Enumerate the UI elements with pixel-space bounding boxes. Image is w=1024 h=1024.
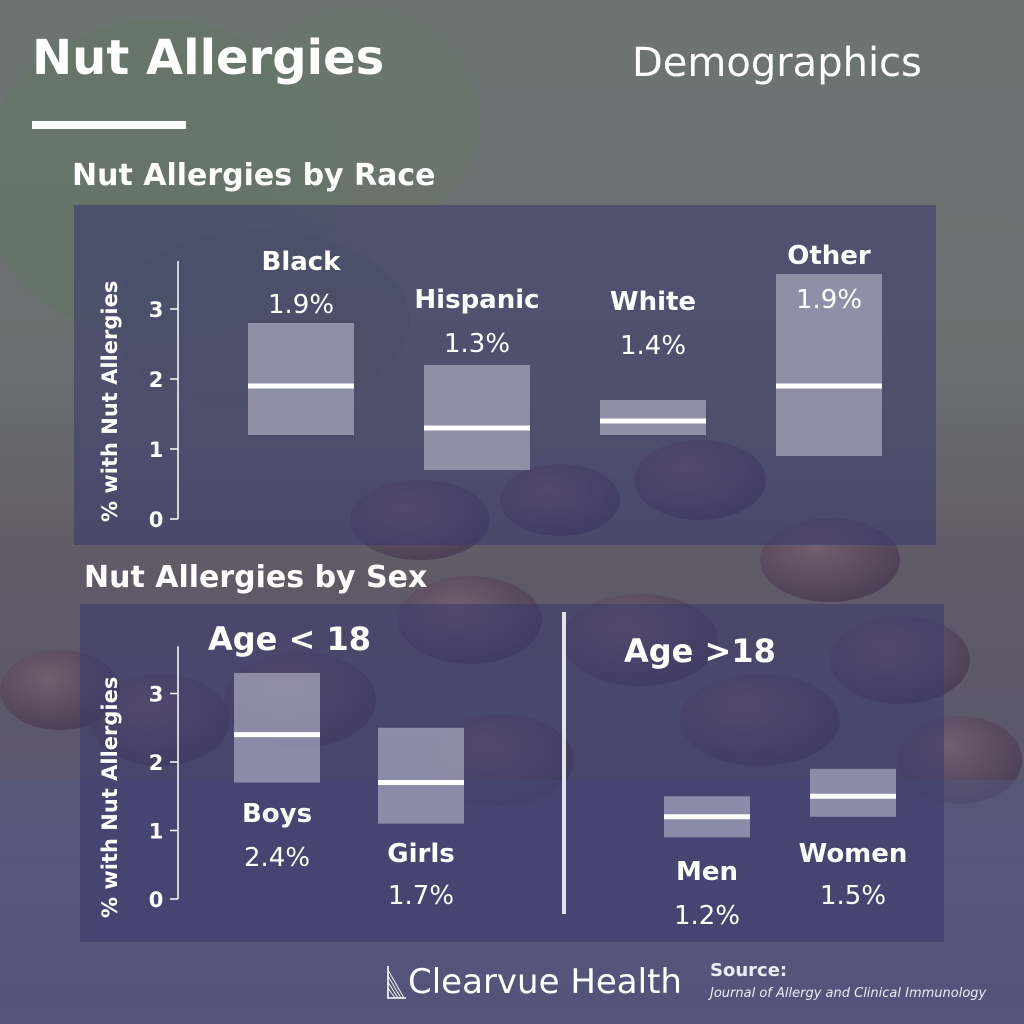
page-title: Nut Allergies [32,30,385,86]
group-divider [562,612,566,914]
race-value-label: 1.3% [444,329,510,359]
title-underline [32,121,186,129]
race-value-label: 1.9% [268,290,334,320]
race-bar-white [600,400,706,435]
sex-value-label: 1.5% [820,881,886,911]
race-category-label: Black [262,247,342,277]
race-y-tick-label: 3 [149,298,164,322]
race-bar-hispanic [424,365,530,470]
race-bar-other [776,274,882,456]
sex-category-label: Men [676,857,738,887]
group-label-over-18: Age >18 [624,632,776,670]
source-text: Journal of Allergy and Clinical Immunolo… [710,986,987,1001]
clearvue-logo-icon [387,966,406,999]
group-label-under-18: Age < 18 [208,620,371,658]
race-category-label: White [610,287,696,317]
sex-category-label: Women [799,839,908,869]
sex-y-tick-label: 2 [149,751,164,775]
race-value-label: 1.4% [620,331,686,361]
race-section-title: Nut Allergies by Race [72,158,436,193]
race-y-tick-label: 2 [149,368,164,392]
race-bar-black [248,323,354,435]
race-y-tick-label: 1 [149,438,164,462]
race-category-label: Other [787,241,871,271]
brand-logo: Clearvue Health [386,962,682,1002]
sex-bar-boys [234,672,320,783]
sex-value-label: 1.2% [674,901,740,931]
sex-y-tick-label: 3 [149,683,164,707]
page-subtitle: Demographics [632,40,922,86]
sex-y-tick-label: 0 [149,888,164,912]
sex-section-title: Nut Allergies by Sex [84,560,428,595]
race-y-tick-label: 0 [149,508,164,532]
source-label: Source: [710,960,788,981]
sex-category-label: Boys [242,799,312,829]
sex-bar-women [810,768,896,817]
race-category-label: Hispanic [414,285,539,315]
sex-y-tick-label: 1 [149,820,164,844]
sex-value-label: 1.7% [388,881,454,911]
race-value-label: 1.9% [796,285,862,315]
sex-category-label: Girls [387,839,454,869]
sex-bar-girls [378,727,464,824]
sex-chart-panel [80,604,944,942]
brand-name: Clearvue Health [408,962,682,1002]
sex-value-label: 2.4% [244,843,310,873]
